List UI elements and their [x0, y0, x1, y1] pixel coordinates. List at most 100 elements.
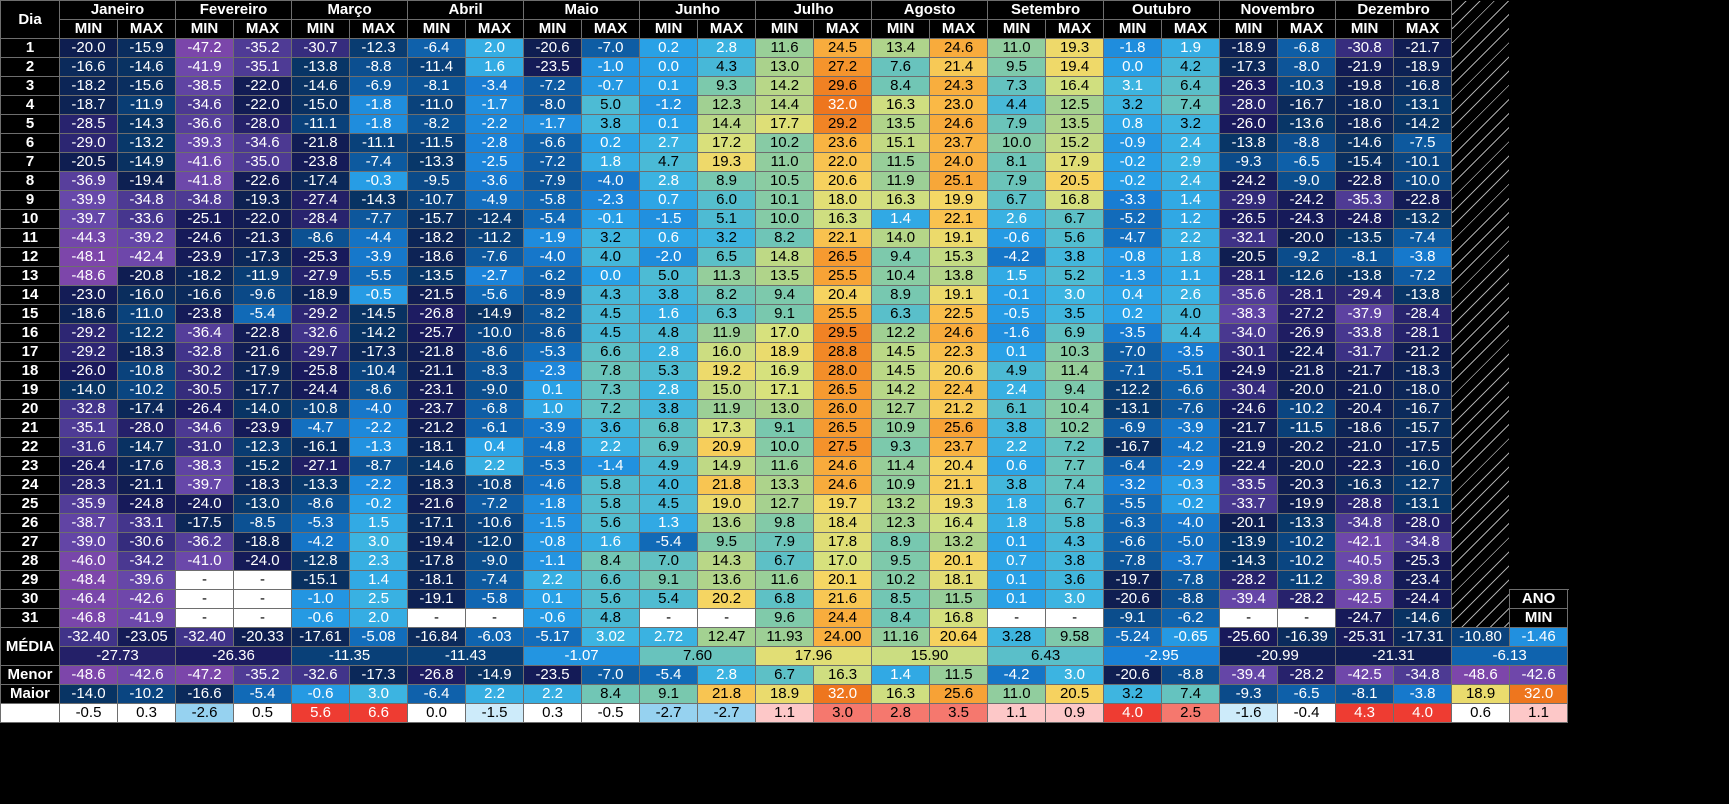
temperature-cell: -16.8	[1393, 76, 1453, 96]
temperature-cell: -1.3	[349, 437, 409, 457]
temperature-cell: -27.2	[1277, 304, 1337, 324]
temperature-cell: 2.2	[987, 437, 1047, 457]
temperature-cell: -11.2	[1277, 570, 1337, 590]
menor-cell: -14.9	[465, 665, 525, 685]
temperature-cell: -3.5	[1103, 323, 1163, 343]
temperature-cell: 4.4	[1161, 323, 1221, 343]
temperature-cell: 24.6	[813, 475, 873, 495]
temperature-cell: 7.4	[1161, 95, 1221, 115]
temperature-cell: -18.0	[1335, 95, 1395, 115]
day-number: 19	[0, 380, 60, 400]
temperature-cell: -18.1	[407, 570, 467, 590]
monthly-average-cell: -11.43	[407, 646, 525, 666]
max-header: MAX	[697, 19, 757, 39]
temperature-cell: 24.6	[929, 38, 989, 58]
temperature-cell: -10.2	[116, 380, 177, 400]
temperature-cell: -36.9	[59, 171, 118, 191]
temperature-cell: -3.5	[1161, 342, 1221, 362]
temperature-cell: 6.3	[697, 304, 757, 324]
anomaly-cell: 0.3	[523, 703, 583, 723]
temperature-cell: -7.0	[1103, 342, 1163, 362]
temperature-cell: 22.1	[929, 209, 989, 229]
media-cell: -17.31	[1393, 627, 1453, 647]
temperature-cell: -48.1	[59, 247, 118, 267]
day-number: 10	[0, 209, 60, 229]
temperature-cell: 2.2	[581, 437, 641, 457]
temperature-cell: 4.0	[1161, 304, 1221, 324]
menor-cell: -5.4	[639, 665, 699, 685]
temperature-cell: -34.2	[116, 551, 177, 571]
temperature-cell: -	[465, 608, 525, 628]
temperature-cell: 6.6	[581, 342, 641, 362]
temperature-cell: 11.9	[871, 171, 931, 191]
temperature-cell: -10.8	[291, 399, 351, 419]
temperature-cell: 16.8	[929, 608, 989, 628]
temperature-cell: 13.0	[755, 399, 815, 419]
temperature-cell: 21.8	[697, 475, 757, 495]
temperature-cell: -7.7	[349, 209, 409, 229]
temperature-cell: -28.4	[291, 209, 351, 229]
temperature-cell: -3.8	[1393, 247, 1453, 267]
temperature-cell: -11.9	[233, 266, 293, 286]
menor-cell: 11.5	[929, 665, 989, 685]
temperature-cell: -	[1219, 608, 1279, 628]
media-cell: -16.84	[407, 627, 467, 647]
media-cell: 11.16	[871, 627, 931, 647]
monthly-average-cell: -11.35	[291, 646, 409, 666]
temperature-cell: -48.6	[59, 266, 118, 286]
temperature-cell: -7.1	[1103, 361, 1163, 381]
temperature-cell: 4.0	[581, 247, 641, 267]
temperature-cell: -39.8	[1335, 570, 1395, 590]
temperature-cell: 8.9	[697, 171, 757, 191]
temperature-cell: 12.7	[755, 494, 815, 514]
temperature-cell: -	[987, 608, 1047, 628]
temperature-cell: -18.9	[1219, 38, 1279, 58]
temperature-cell: -12.2	[1103, 380, 1163, 400]
temperature-cell: -23.0	[59, 285, 118, 305]
temperature-cell: 9.8	[755, 513, 815, 533]
max-header: MAX	[929, 19, 989, 39]
temperature-cell: 16.9	[755, 361, 815, 381]
temperature-cell: -6.3	[1103, 513, 1163, 533]
temperature-cell: 16.8	[1045, 190, 1105, 210]
temperature-cell: 8.2	[755, 228, 815, 248]
temperature-cell: 0.4	[1103, 285, 1163, 305]
day-number: 2	[0, 57, 60, 77]
month-header: Abril	[407, 0, 525, 20]
temperature-cell: -20.3	[1277, 475, 1337, 495]
temperature-cell: -10.3	[1277, 76, 1337, 96]
temperature-cell: 0.7	[639, 190, 699, 210]
temperature-cell: -28.0	[1393, 513, 1453, 533]
temperature-cell: -18.8	[233, 532, 293, 552]
temperature-cell: 12.7	[871, 399, 931, 419]
temperature-cell: -24.6	[175, 228, 235, 248]
temperature-cell: 20.5	[1045, 171, 1105, 191]
temperature-cell: -8.8	[1161, 589, 1221, 609]
month-header: Outubro	[1103, 0, 1221, 20]
temperature-cell: -21.7	[1393, 38, 1453, 58]
temperature-cell: 8.4	[581, 551, 641, 571]
temperature-cell: 11.5	[929, 589, 989, 609]
temperature-cell: -39.0	[59, 532, 118, 552]
temperature-cell: 13.6	[697, 570, 757, 590]
temperature-cell: 22.1	[813, 228, 873, 248]
temperature-cell: 6.9	[1045, 323, 1105, 343]
maior-cell: 2.2	[523, 684, 583, 704]
maior-label: Maior	[0, 684, 60, 704]
media-cell: 24.00	[813, 627, 873, 647]
menor-cell: -23.5	[523, 665, 583, 685]
temperature-cell: -12.8	[291, 551, 351, 571]
temperature-cell: -41.6	[175, 152, 235, 172]
temperature-cell: 16.0	[697, 342, 757, 362]
temperature-cell: -36.4	[175, 323, 235, 343]
temperature-cell: -10.1	[1393, 152, 1453, 172]
maior-cell: -14.0	[59, 684, 118, 704]
temperature-cell: -0.5	[987, 304, 1047, 324]
temperature-cell: 2.8	[639, 380, 699, 400]
temperature-cell: 7.9	[987, 114, 1047, 134]
temperature-cell: -28.1	[1219, 266, 1279, 286]
temperature-cell: -32.1	[1219, 228, 1279, 248]
temperature-cell: -2.3	[523, 361, 583, 381]
temperature-cell: -1.8	[523, 494, 583, 514]
temperature-cell: 13.4	[871, 38, 931, 58]
